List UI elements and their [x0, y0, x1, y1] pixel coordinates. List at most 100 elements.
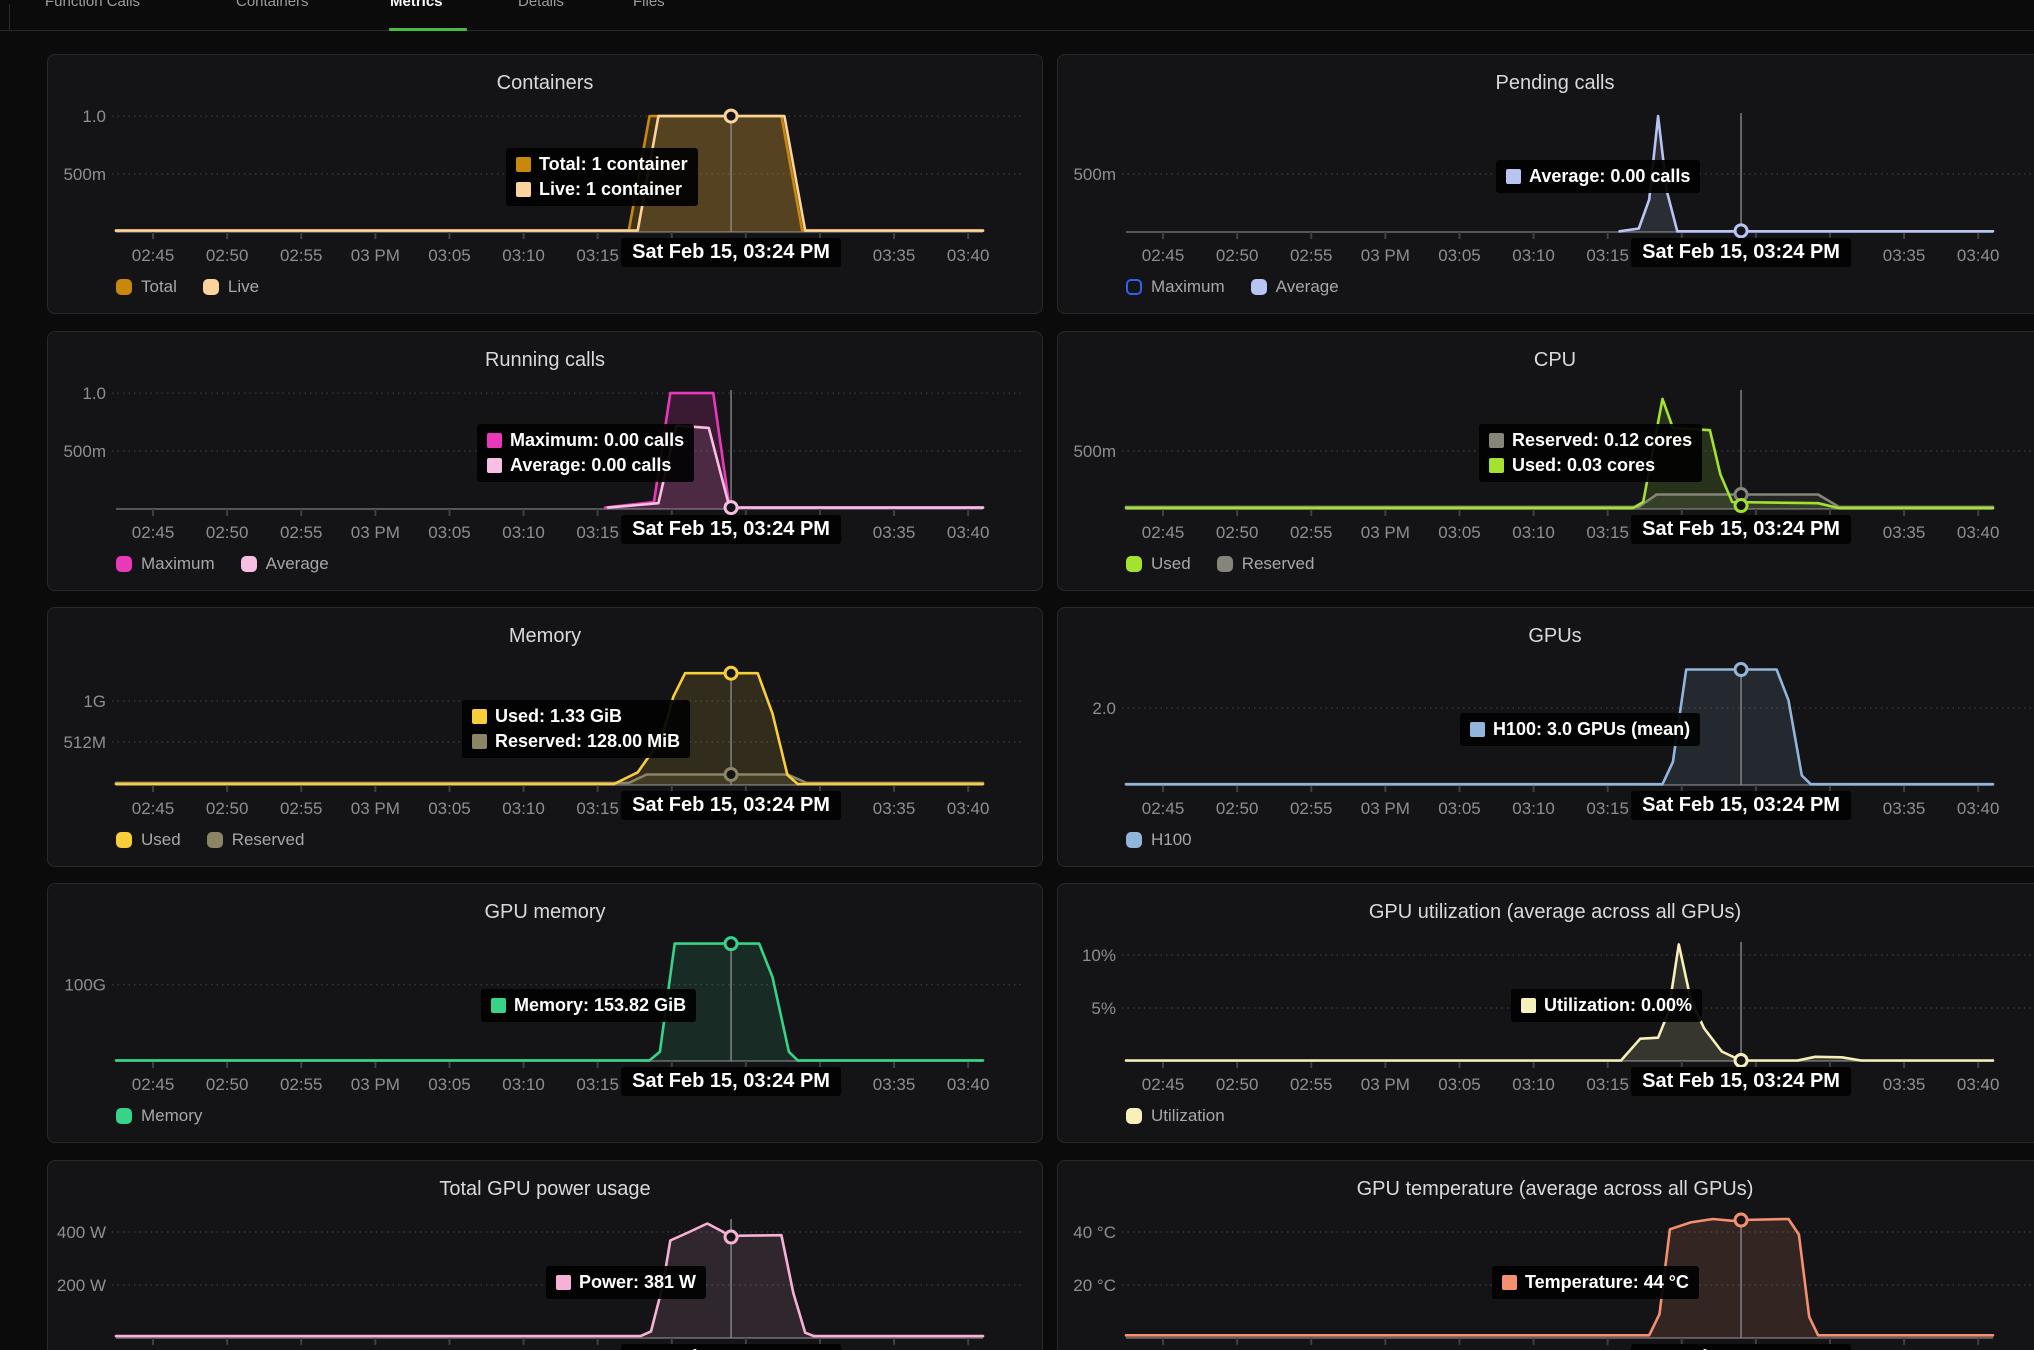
- tooltip-line: H100: 3.0 GPUs (mean): [1470, 719, 1690, 740]
- legend-item-average[interactable]: Average: [1250, 277, 1339, 297]
- legend-label: H100: [1151, 830, 1192, 849]
- legend-item-utilization[interactable]: Utilization: [1126, 1106, 1225, 1126]
- series-line-average: [1618, 114, 1995, 233]
- legend-item-live[interactable]: Live: [202, 277, 260, 297]
- series-area-reserved: [116, 774, 983, 785]
- x-tick-label: 03:35: [1883, 799, 1926, 818]
- legend-label: Live: [227, 277, 260, 296]
- legend-item-memory[interactable]: Memory: [116, 1106, 202, 1126]
- series-line-temperature: [1124, 1217, 1995, 1337]
- series-area-h100: [1126, 669, 1993, 785]
- legend-label: Used: [1151, 554, 1191, 573]
- y-tick-label: 20 °C: [1073, 1276, 1116, 1295]
- legend-item-average[interactable]: Average: [240, 554, 329, 574]
- series-area-average: [608, 425, 983, 509]
- chart-plot-containers[interactable]: 1.0 500m 02:45 02:50 02:55 03 PM 03:05 03:10 03:…: [48, 55, 1044, 315]
- chart-legend-cpu: Used Reserved: [1126, 554, 1314, 574]
- x-tick-label: 02:55: [1290, 246, 1333, 265]
- x-tick-label: 03:15: [576, 799, 619, 818]
- tooltip-line: Live: 1 container: [516, 179, 688, 200]
- tooltip-line: Power: 381 W: [556, 1272, 696, 1293]
- legend-item-reserved[interactable]: Reserved: [206, 830, 305, 850]
- x-tick-label: 03:05: [428, 1075, 471, 1094]
- series-area-total: [116, 116, 983, 232]
- chart-title-memory: Memory: [508, 625, 582, 647]
- chart-title-containers: Containers: [496, 72, 594, 94]
- hover-marker: [1733, 1052, 1749, 1068]
- legend-label: Reserved: [1241, 554, 1315, 573]
- tooltip-series-swatch: [487, 433, 502, 448]
- y-tick-label: 40 °C: [1073, 1223, 1116, 1242]
- legend-swatch: [116, 279, 132, 295]
- x-tick-label: 02:55: [1290, 799, 1333, 818]
- active-tab-underline: [389, 28, 467, 31]
- hover-marker: [723, 108, 739, 124]
- chart-tooltip-memory: Used: 1.33 GiB Reserved: 128.00 MiB: [462, 700, 691, 758]
- series-line-used: [1124, 397, 1995, 510]
- legend-item-total[interactable]: Total: [116, 277, 177, 297]
- tooltip-line: Reserved: 128.00 MiB: [472, 731, 680, 752]
- x-tick-label: 03:40: [947, 799, 990, 818]
- legend-label: Average: [1275, 277, 1339, 296]
- legend-swatch: [1126, 1108, 1142, 1124]
- tooltip-series-swatch: [516, 182, 531, 197]
- tooltip-value-text: Reserved: 0.12 cores: [1512, 430, 1693, 450]
- tooltip-series-swatch: [491, 998, 506, 1013]
- y-tick-label: 400 W: [57, 1223, 106, 1242]
- legend-item-maximum[interactable]: Maximum: [116, 554, 215, 574]
- hover-time-label: Sat Feb 15, 03:24 PM: [621, 1344, 841, 1350]
- legend-swatch: [1126, 279, 1142, 295]
- x-tick-label: 03:40: [1957, 799, 2000, 818]
- x-tick-label: 03:15: [1586, 1075, 1629, 1094]
- hover-marker: [1733, 498, 1749, 514]
- tab-metrics[interactable]: Metrics: [390, 0, 443, 10]
- series-area-maximum: [605, 393, 983, 509]
- legend-item-maximum[interactable]: Maximum: [1126, 277, 1225, 297]
- tab-files[interactable]: Files: [633, 0, 665, 10]
- tooltip-value-text: Average: 0.00 calls: [1529, 166, 1691, 186]
- x-tick-label: 03:15: [1586, 523, 1629, 542]
- tooltip-line: Used: 0.03 cores: [1489, 455, 1692, 476]
- legend-label: Reserved: [231, 830, 305, 849]
- hover-time-label: Sat Feb 15, 03:24 PM: [1631, 791, 1851, 820]
- x-tick-label: 02:50: [1216, 246, 1259, 265]
- x-tick-label: 03:35: [1883, 246, 1926, 265]
- tab-details[interactable]: Details: [518, 0, 564, 10]
- y-tick-label: 5%: [1091, 999, 1116, 1018]
- legend-item-h100[interactable]: H100: [1126, 830, 1192, 850]
- legend-label: Utilization: [1151, 1106, 1225, 1125]
- tooltip-series-swatch: [1506, 169, 1521, 184]
- chart-plot-gpu-memory[interactable]: 100G 02:45 02:50 02:55 03 PM 03:05 03:10 03:15 0…: [48, 884, 1044, 1144]
- x-tick-label: 03:15: [576, 1075, 619, 1094]
- tooltip-value-text: Utilization: 0.00%: [1544, 995, 1693, 1015]
- tab-function-calls[interactable]: Function Calls: [45, 0, 141, 10]
- tooltip-value-text: Live: 1 container: [539, 179, 683, 199]
- x-tick-label: 03:40: [1957, 1075, 2000, 1094]
- x-tick-label: 03:35: [873, 246, 916, 265]
- x-tick-label: 03:15: [576, 523, 619, 542]
- x-tick-label: 02:50: [206, 246, 249, 265]
- x-tick-label: 02:45: [1142, 523, 1185, 542]
- x-tick-label: 03:05: [1438, 246, 1481, 265]
- chart-plot-cpu[interactable]: 500m 02:45 02:50 02:55 03 PM 03:05 03:10 03:15 0…: [1058, 332, 2034, 592]
- series-area-average: [1619, 116, 1993, 232]
- tooltip-value-text: H100: 3.0 GPUs (mean): [1493, 719, 1691, 739]
- chart-title-pending-calls: Pending calls: [1495, 72, 1615, 94]
- legend-item-reserved[interactable]: Reserved: [1216, 554, 1315, 574]
- chart-legend-gpus: H100: [1126, 830, 1192, 850]
- legend-label: Total: [141, 277, 177, 296]
- chart-tooltip-gpu-utilization: Utilization: 0.00%: [1511, 989, 1703, 1022]
- y-tick-label: 512M: [63, 733, 106, 752]
- legend-item-used[interactable]: Used: [116, 830, 181, 850]
- chart-card-memory: Memory 1G 512M 02:45 02:50 02:55 03 PM 03:05 03:…: [47, 607, 1043, 867]
- tabbar-divider: [0, 30, 2034, 31]
- chart-legend-gpu-memory: Memory: [116, 1106, 202, 1126]
- legend-item-used[interactable]: Used: [1126, 554, 1191, 574]
- y-tick-label: 500m: [1073, 165, 1116, 184]
- tab-containers[interactable]: Containers: [236, 0, 309, 10]
- chart-tooltip-pending-calls: Average: 0.00 calls: [1496, 160, 1701, 193]
- hover-marker: [1733, 223, 1749, 239]
